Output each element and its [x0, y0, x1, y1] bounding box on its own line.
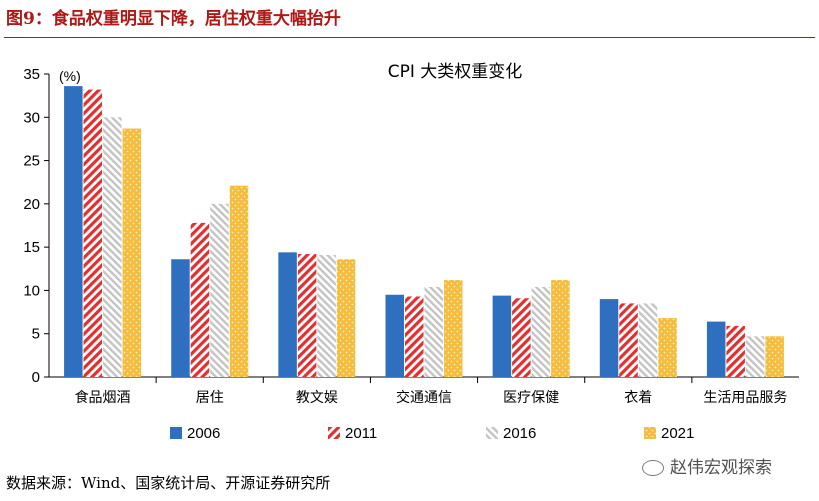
bar-2021	[765, 336, 784, 377]
bar-2016	[103, 117, 122, 378]
bar-2021	[122, 128, 142, 377]
watermark-text: 赵伟宏观探索	[670, 458, 772, 478]
bar-2006	[64, 86, 83, 378]
legend-label-2016: 2016	[503, 425, 536, 442]
bar-2011	[190, 222, 210, 377]
chart-title: CPI 大类权重变化	[388, 62, 523, 82]
bar-2006	[278, 252, 297, 377]
figure-title: 图9：食品权重明显下降，居住权重大幅抬升	[6, 9, 341, 29]
x-tick-label: 教文娱	[296, 390, 338, 406]
bar-2016	[210, 203, 229, 377]
y-tick-label: 35	[23, 66, 40, 83]
wechat-icon	[642, 460, 664, 476]
bar-2021	[551, 280, 570, 377]
bar-2006	[171, 259, 190, 377]
legend-label-2011: 2011	[345, 425, 377, 442]
bar-2011	[83, 89, 103, 377]
legend-swatch-2011	[328, 427, 340, 439]
bar-2011	[619, 303, 638, 377]
y-tick-label: 15	[23, 239, 40, 256]
y-unit-label: (%)	[59, 68, 81, 84]
y-tick-label: 25	[23, 153, 40, 170]
bar-2011	[297, 254, 317, 377]
bar-2016	[531, 286, 551, 377]
bar-2021	[444, 280, 463, 377]
bar-2016	[317, 254, 336, 377]
watermark: 赵伟宏观探索	[642, 453, 772, 478]
y-tick-label: 10	[23, 282, 40, 299]
source-note: 数据来源：Wind、国家统计局、开源证券研究所	[6, 474, 331, 492]
legend-swatch-2006	[170, 427, 182, 439]
legend-swatch-2016	[486, 427, 498, 439]
bar-2006	[599, 299, 619, 377]
bar-2011	[405, 296, 424, 377]
bar-2021	[336, 259, 356, 377]
bar-2006	[706, 321, 726, 377]
y-tick-label: 5	[32, 326, 40, 343]
x-tick-label: 交通通信	[396, 389, 452, 406]
x-tick-label: 食品烟酒	[75, 389, 131, 406]
x-tick-label: 衣着	[624, 390, 652, 406]
legend-label-2021: 2021	[661, 425, 694, 442]
bar-2011	[726, 325, 745, 377]
x-tick-label: 居住	[196, 390, 224, 406]
bar-2021	[229, 185, 249, 377]
bar-2011	[512, 298, 531, 377]
title-divider	[4, 37, 815, 38]
y-tick-label: 30	[23, 109, 40, 126]
bar-2006	[492, 295, 512, 377]
x-tick-label: 医疗保健	[503, 390, 559, 406]
bar-2016	[745, 336, 765, 377]
bar-2006	[385, 294, 404, 377]
legend-label-2006: 2006	[187, 425, 220, 442]
y-tick-label: 20	[23, 196, 40, 213]
bar-2021	[658, 318, 677, 377]
y-tick-label: 0	[32, 369, 40, 386]
legend-swatch-2021	[644, 427, 656, 439]
bar-2016	[424, 286, 443, 377]
x-tick-label: 生活用品服务	[703, 390, 787, 406]
bar-2016	[638, 303, 658, 377]
